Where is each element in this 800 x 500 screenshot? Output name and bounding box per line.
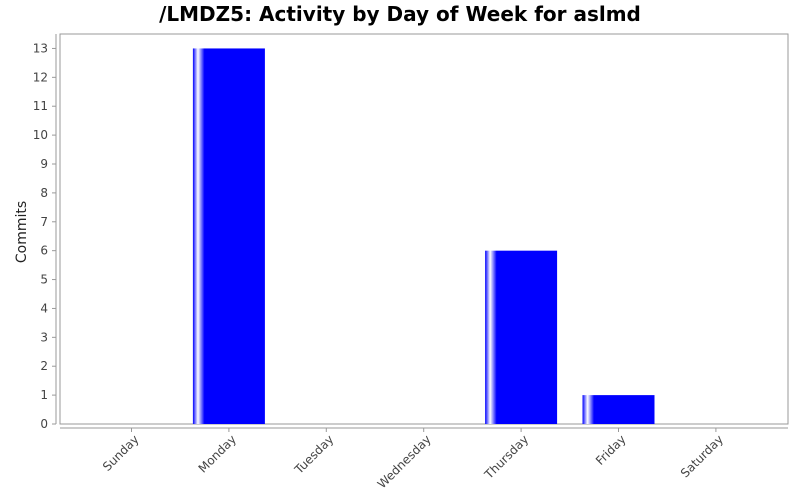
y-axis-title: Commits xyxy=(14,201,30,263)
x-axis: Sunday Monday Tuesday Wednesday Thursday Frid… xyxy=(60,427,788,491)
chart-title: /LMDZ5: Activity by Day of Week for aslm… xyxy=(159,2,641,26)
y-tick-label: 4 xyxy=(40,301,48,315)
x-tick-label: Friday xyxy=(593,432,629,468)
y-tick-label: 12 xyxy=(33,70,48,84)
y-tick-label: 11 xyxy=(33,99,48,113)
y-tick-label: 1 xyxy=(40,388,48,402)
y-tick-label: 5 xyxy=(40,273,48,287)
x-tick-label: Tuesday xyxy=(291,432,336,477)
x-tick-label: Thursday xyxy=(481,432,531,482)
bar-monday xyxy=(192,48,265,424)
y-tick-label: 8 xyxy=(40,186,48,200)
bar-thursday xyxy=(485,250,558,424)
bar-friday xyxy=(582,395,655,424)
y-tick-label: 7 xyxy=(40,215,48,229)
plot-area xyxy=(59,33,789,425)
y-tick-label: 0 xyxy=(40,417,48,431)
x-tick-label: Saturday xyxy=(678,432,726,480)
y-tick-label: 3 xyxy=(40,330,48,344)
bar-series xyxy=(192,48,655,424)
x-tick-label: Wednesday xyxy=(375,432,434,491)
y-tick-label: 9 xyxy=(40,157,48,171)
y-tick-label: 2 xyxy=(40,359,48,373)
x-tick-label: Monday xyxy=(196,432,239,475)
y-tick-label: 10 xyxy=(33,128,48,142)
y-tick-label: 13 xyxy=(33,41,48,55)
x-tick-label: Sunday xyxy=(100,432,142,474)
y-tick-label: 6 xyxy=(40,244,48,258)
